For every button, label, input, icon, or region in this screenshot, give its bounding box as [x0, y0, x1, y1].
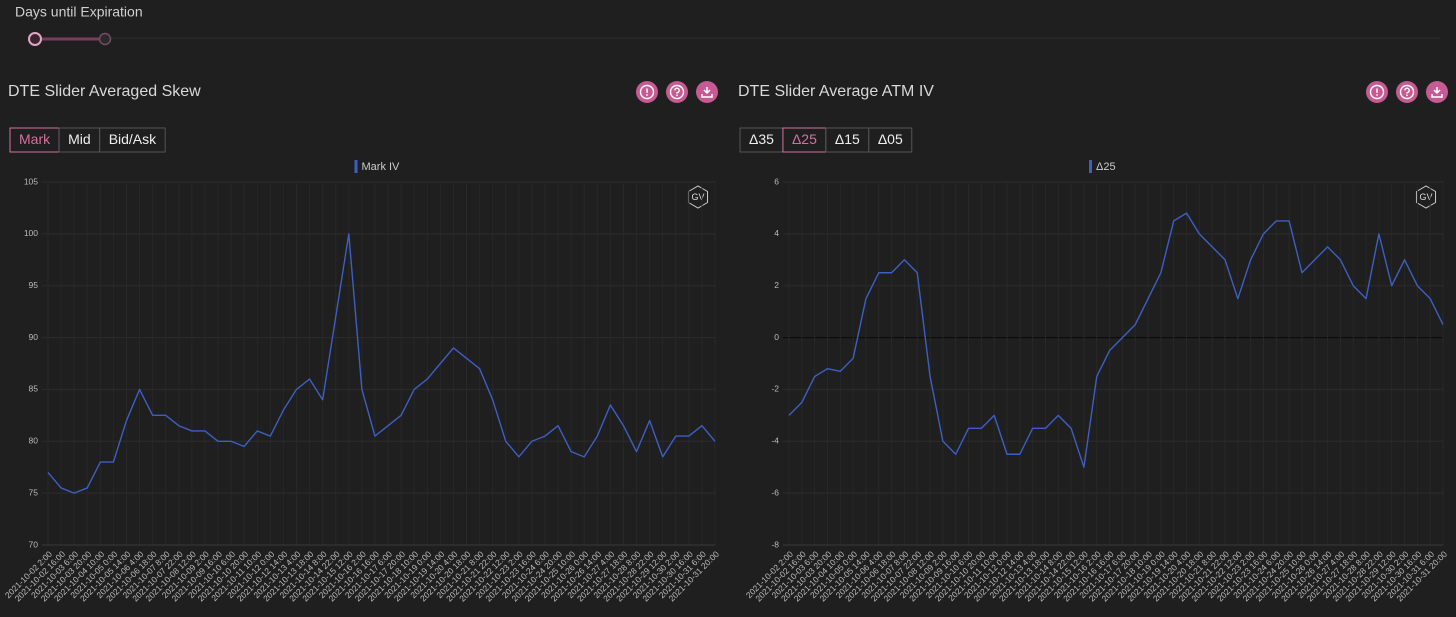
icon-button[interactable] [1366, 81, 1388, 103]
toggle-button[interactable]: Δ25 [782, 127, 827, 153]
y-tick-label: 105 [24, 176, 38, 186]
line-series [47, 233, 716, 494]
panel-title: DTE Slider Averaged Skew [8, 83, 201, 100]
y-tick-label: 0 [774, 332, 779, 342]
y-tick-label: -2 [771, 384, 779, 394]
y-tick-label: 2 [774, 280, 779, 290]
toggle-button[interactable]: Δ05 [868, 127, 913, 153]
legend-label: Δ25 [1096, 161, 1116, 173]
slider-knob[interactable] [98, 32, 112, 46]
button-label: Mark [19, 131, 51, 147]
icon-button[interactable] [666, 81, 688, 103]
button-label: Δ05 [878, 131, 903, 147]
y-tick-label: 75 [29, 487, 39, 497]
toggle-button[interactable]: Δ15 [825, 127, 870, 153]
legend-label: Mark IV [362, 161, 401, 173]
icon-glyph [674, 87, 680, 94]
y-tick-label: -8 [771, 539, 779, 549]
toggle-button[interactable]: Bid/Ask [99, 127, 166, 153]
button-label: Bid/Ask [109, 131, 157, 147]
y-tick-label: 6 [774, 176, 779, 186]
button-frame [58, 127, 101, 153]
y-tick-label: 80 [29, 436, 39, 446]
button-label: Δ25 [792, 131, 817, 147]
button-frame [782, 127, 827, 153]
button-label: Mid [68, 131, 91, 147]
icon-button[interactable] [636, 81, 658, 103]
icon-button[interactable] [696, 81, 718, 103]
button-frame [9, 127, 60, 153]
icon-glyph [676, 94, 678, 97]
watermark-hexagon [1415, 185, 1437, 209]
icon-button[interactable] [1396, 81, 1418, 103]
y-tick-label: -6 [771, 487, 779, 497]
slider-label: Days until Expiration [15, 4, 143, 20]
icon-ring [1399, 84, 1415, 100]
button-label: Δ35 [749, 131, 774, 147]
panel-title: DTE Slider Average ATM IV [738, 83, 934, 100]
icon-glyph [1404, 87, 1410, 94]
legend-swatch [354, 160, 358, 173]
icon-ring [669, 84, 685, 100]
toggle-button[interactable]: Mid [58, 127, 101, 153]
grid [783, 181, 1444, 546]
icon-glyph [1376, 94, 1378, 96]
y-tick-label: 4 [774, 228, 779, 238]
button-label: Δ15 [835, 131, 860, 147]
y-tick-label: 100 [24, 228, 38, 238]
y-tick-label: 70 [29, 539, 39, 549]
icon-glyph [1431, 87, 1443, 98]
legend-swatch [1089, 160, 1092, 173]
icon-ring [1369, 84, 1385, 100]
icon-button[interactable] [1426, 81, 1448, 103]
toggle-button[interactable]: Δ35 [739, 127, 784, 153]
watermark: GV [1419, 192, 1432, 202]
grid [42, 181, 716, 546]
icon-glyph [1406, 94, 1408, 97]
button-frame [99, 127, 166, 153]
y-tick-label: -4 [771, 436, 779, 446]
y-tick-label: 85 [29, 384, 39, 394]
toggle-button[interactable]: Mark [9, 127, 60, 153]
button-frame [868, 127, 913, 153]
y-tick-label: 90 [29, 332, 39, 342]
icon-glyph [646, 94, 648, 96]
icon-glyph [701, 87, 713, 98]
y-tick-label: 95 [29, 280, 39, 290]
slider-knob[interactable] [28, 32, 42, 46]
line-series [788, 212, 1444, 468]
watermark: GV [691, 192, 704, 202]
icon-ring [639, 84, 655, 100]
